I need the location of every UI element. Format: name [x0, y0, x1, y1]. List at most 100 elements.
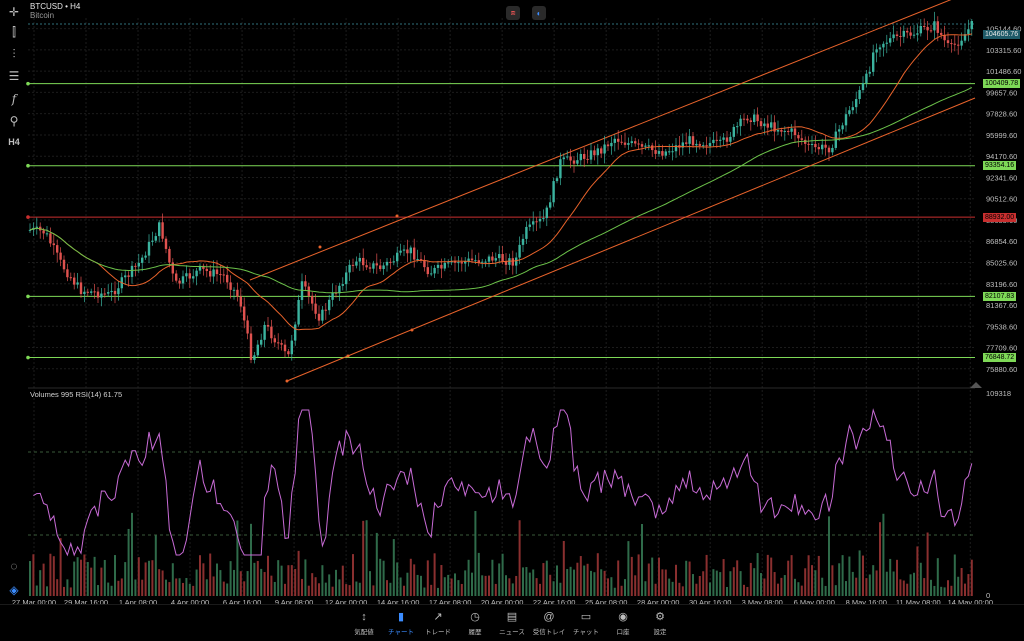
history-icon[interactable]: ◌ — [10, 559, 18, 573]
volume-bar — [90, 567, 93, 596]
candle-body — [579, 153, 582, 161]
price-label: 105144.60 — [986, 25, 1021, 34]
volume-bar — [800, 585, 803, 596]
nav-item-5[interactable]: @ 受信トレイ — [531, 605, 568, 641]
nav-item-0[interactable]: ↕ 気配値 — [346, 605, 383, 641]
time-label: 8 May 16:00 — [846, 598, 887, 604]
volume-bar — [114, 555, 116, 596]
volume-bar — [712, 569, 715, 596]
volume-bar — [226, 583, 229, 596]
volume-bar — [923, 578, 926, 596]
candle-body — [113, 290, 117, 295]
volume-bar — [532, 569, 535, 596]
volume-bar — [144, 562, 147, 596]
volume-bar — [661, 569, 664, 596]
candle-body — [311, 295, 314, 304]
objects-icon[interactable]: ⚲ — [9, 114, 19, 128]
candle-body — [919, 25, 922, 34]
volume-bar — [416, 574, 419, 596]
candle-body — [280, 343, 283, 345]
volume-bar — [86, 562, 89, 596]
candle-body — [406, 249, 409, 254]
volume-bar — [355, 581, 358, 596]
volume-bar — [171, 563, 174, 596]
candle-body — [691, 136, 695, 146]
candle-body — [756, 114, 759, 122]
candle-body — [324, 309, 327, 311]
channel-point — [395, 214, 399, 218]
nav-item-8[interactable]: ⚙ 設定 — [642, 605, 679, 641]
nav-item-4[interactable]: ▤ ニュース — [494, 605, 531, 641]
trade-icon[interactable]: ⧈ — [506, 6, 520, 20]
nav-label: 口座 — [616, 629, 630, 636]
chart-canvas[interactable]: 105144.60 103315.60 101486.60 99657.60 97828… — [0, 0, 1024, 604]
nav-item-3[interactable]: ◷ 履歴 — [457, 605, 494, 641]
candle-body — [773, 122, 776, 132]
nav-label: 履歴 — [468, 629, 482, 636]
candle-body — [705, 145, 708, 147]
candlestick-icon[interactable]: ⫿ — [12, 24, 16, 39]
candle-body — [100, 293, 103, 298]
nav-item-7[interactable]: ◉ 口座 — [605, 605, 642, 641]
volume-bar — [188, 583, 191, 596]
nav-item-1[interactable]: ▮ チャート — [383, 605, 420, 641]
candle-body — [858, 90, 861, 100]
volume-bar — [195, 569, 198, 596]
volume-bar — [117, 580, 120, 596]
candle-body — [28, 229, 32, 231]
price-label: 101486.60 — [986, 67, 1021, 76]
function-icon[interactable]: f — [11, 92, 17, 106]
volume-bar — [100, 567, 103, 596]
volume-bar — [460, 583, 463, 596]
chart-grid — [28, 18, 975, 596]
nav-item-6[interactable]: ▭ チャット — [568, 605, 605, 641]
candle-body — [770, 122, 773, 128]
volume-bar — [443, 577, 446, 596]
volume-bar — [882, 513, 885, 596]
volume-bar — [831, 565, 834, 596]
volume-bar — [216, 563, 218, 596]
volume-bar — [185, 578, 188, 596]
candle-body — [117, 288, 120, 295]
candle-body — [56, 245, 59, 253]
candle-body — [273, 338, 276, 343]
price-tag: 82107.83 — [983, 291, 1017, 301]
candle-body — [409, 247, 412, 254]
volume-bar — [110, 585, 113, 596]
candle-body — [967, 29, 970, 35]
indicators-icon[interactable]: ⫶ — [12, 46, 16, 61]
volume-bar — [556, 565, 558, 596]
volume-bar — [256, 560, 259, 596]
volume-bar — [865, 578, 868, 596]
volume-bar — [647, 563, 650, 596]
volume-bar — [845, 581, 847, 596]
volume-bar — [338, 579, 341, 596]
candle-body — [906, 30, 909, 33]
volume-bar — [515, 575, 518, 596]
nav-item-2[interactable]: ↗ トレード — [420, 605, 457, 641]
volume-bar — [69, 587, 72, 596]
nav-icon: ◉ — [618, 611, 628, 623]
volume-bar — [474, 510, 477, 596]
settings-sliders-icon[interactable]: ☰ — [8, 69, 20, 83]
timeframe-button[interactable]: H4 — [8, 137, 20, 147]
candle-body — [161, 222, 164, 239]
crosshair-icon[interactable]: ✛ — [8, 5, 20, 19]
layers-icon[interactable]: ◈ — [9, 583, 19, 597]
candle-body — [929, 30, 933, 32]
volume-bar — [715, 570, 718, 596]
candle-body — [848, 110, 851, 115]
volume-bar — [420, 575, 422, 596]
candle-body — [736, 126, 739, 128]
volume-bar — [600, 569, 603, 596]
candle-body — [963, 34, 967, 41]
timer-icon[interactable]: ◐ — [532, 6, 546, 20]
volume-bar — [889, 558, 892, 596]
volume-bar — [209, 553, 212, 596]
candle-body — [960, 40, 963, 46]
volume-bar — [273, 581, 276, 596]
candle-body — [610, 142, 613, 147]
volume-bar — [522, 567, 524, 596]
volume-bar — [906, 583, 909, 596]
candle-body — [923, 25, 926, 27]
